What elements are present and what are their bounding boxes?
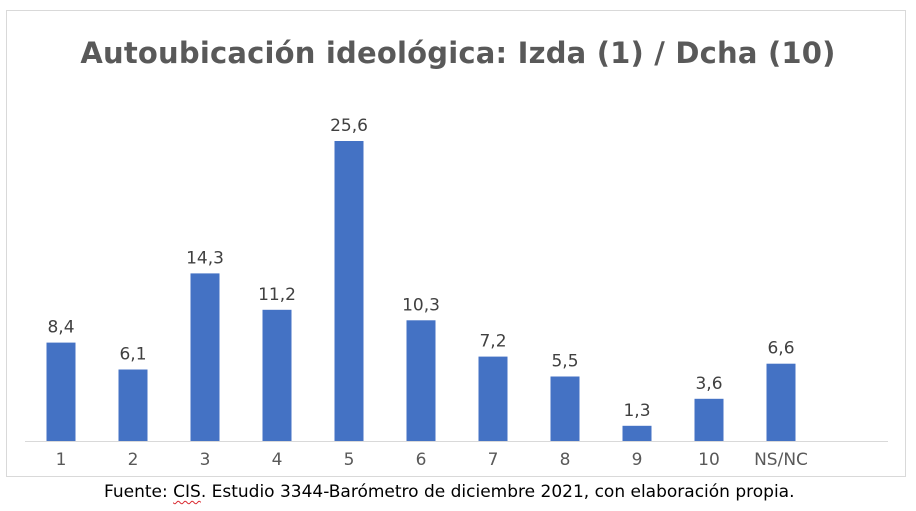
x-tick-label-9: 9: [632, 450, 643, 470]
data-label-4: 11,2: [258, 285, 296, 305]
x-tick-label-8: 8: [560, 450, 571, 470]
bar-10: [694, 398, 724, 441]
data-label-8: 5,5: [551, 352, 578, 372]
bar-6: [406, 320, 436, 441]
bar-5: [334, 141, 364, 441]
data-label-3: 14,3: [186, 248, 224, 268]
x-tick-label-5: 5: [344, 450, 355, 470]
bar-4: [262, 309, 292, 442]
data-label-5: 25,6: [330, 116, 368, 136]
source-note: Fuente: CIS. Estudio 3344-Barómetro de d…: [104, 482, 794, 502]
source-prefix: Fuente:: [104, 482, 174, 502]
chart-frame: [6, 10, 906, 477]
bar-9: [622, 425, 652, 441]
data-label-11: 6,6: [767, 339, 794, 359]
x-tick-label-3: 3: [200, 450, 211, 470]
bar-chart-plot: 8,4 1 6,1 2 14,3 3 11,2 4 25,6 5 10,3 6 7,2 7 5,5 8 1,3 9…: [25, 116, 888, 470]
bar-7: [478, 356, 508, 441]
x-tick-label-6: 6: [416, 450, 427, 470]
source-rest: . Estudio 3344-Barómetro de diciembre 20…: [200, 482, 795, 502]
bar-8: [550, 376, 580, 441]
x-tick-label-7: 7: [488, 450, 499, 470]
data-label-2: 6,1: [119, 345, 146, 365]
source-cis: CIS: [173, 482, 201, 502]
x-tick-label-4: 4: [272, 450, 283, 470]
bar-11: [766, 363, 796, 441]
bar-2: [118, 369, 148, 441]
x-tick-label-2: 2: [128, 450, 139, 470]
data-label-9: 1,3: [623, 401, 650, 421]
data-label-10: 3,6: [695, 374, 722, 394]
data-label-6: 10,3: [402, 295, 440, 315]
data-label-1: 8,4: [47, 318, 74, 338]
data-label-7: 7,2: [479, 332, 506, 352]
x-tick-label-11: NS/NC: [754, 450, 808, 470]
x-tick-label-1: 1: [56, 450, 67, 470]
bar-3: [190, 273, 220, 441]
bar-1: [46, 342, 76, 441]
x-tick-label-10: 10: [698, 450, 720, 470]
chart-title: Autoubicación ideológica: Izda (1) / Dch…: [80, 36, 836, 70]
